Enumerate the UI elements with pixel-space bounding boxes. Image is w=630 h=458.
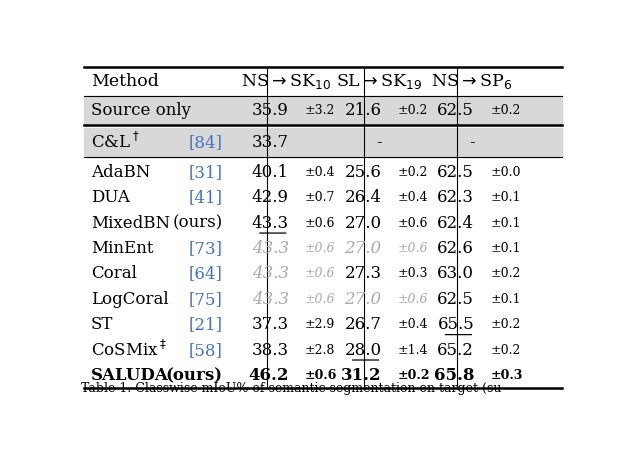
Text: ±0.7: ±0.7 [305, 191, 335, 204]
Text: 62.3: 62.3 [437, 189, 474, 206]
Text: SALUDA: SALUDA [91, 367, 169, 384]
Text: ±0.2: ±0.2 [490, 344, 521, 357]
Text: 38.3: 38.3 [251, 342, 289, 359]
Text: 27.3: 27.3 [345, 266, 381, 283]
Text: Table 1. Classwise mIoU% of semantic segmentation on target (su: Table 1. Classwise mIoU% of semantic seg… [81, 382, 501, 395]
Text: ±0.3: ±0.3 [490, 369, 523, 382]
Text: ST: ST [91, 316, 113, 333]
Text: ±0.6: ±0.6 [305, 267, 335, 280]
Text: 43.3: 43.3 [251, 215, 289, 232]
Text: 25.6: 25.6 [345, 164, 381, 181]
Text: ±2.8: ±2.8 [305, 344, 335, 357]
Text: ±0.6: ±0.6 [305, 293, 335, 306]
Text: ±0.4: ±0.4 [398, 191, 428, 204]
Text: 65.8: 65.8 [433, 367, 474, 384]
Text: ±0.6: ±0.6 [398, 242, 428, 255]
Text: 26.7: 26.7 [345, 316, 381, 333]
Text: ±0.2: ±0.2 [490, 104, 521, 117]
Text: ±2.9: ±2.9 [305, 318, 335, 331]
Text: 27.0: 27.0 [345, 240, 381, 257]
Text: ±0.4: ±0.4 [305, 166, 335, 179]
Text: 37.3: 37.3 [251, 316, 289, 333]
Text: (ours): (ours) [166, 367, 223, 384]
Text: ±0.2: ±0.2 [490, 318, 521, 331]
Text: 28.0: 28.0 [345, 342, 381, 359]
Text: -: - [469, 134, 474, 151]
Text: ±1.4: ±1.4 [398, 344, 428, 357]
Text: ±0.4: ±0.4 [398, 318, 428, 331]
Text: [41]: [41] [189, 189, 223, 206]
Text: Coral: Coral [91, 266, 137, 283]
Text: [73]: [73] [189, 240, 223, 257]
Text: ±0.3: ±0.3 [398, 267, 428, 280]
Bar [84, 96, 562, 125]
Text: ±0.6: ±0.6 [305, 369, 337, 382]
Text: 43.3: 43.3 [251, 291, 289, 308]
Text: [64]: [64] [189, 266, 223, 283]
Text: ±0.1: ±0.1 [490, 191, 521, 204]
Text: 43.3: 43.3 [251, 266, 289, 283]
Text: 63.0: 63.0 [437, 266, 474, 283]
Text: 31.2: 31.2 [341, 367, 381, 384]
Text: ±0.2: ±0.2 [398, 166, 428, 179]
Text: 62.4: 62.4 [437, 215, 474, 232]
Text: ±0.2: ±0.2 [490, 267, 521, 280]
Text: 40.1: 40.1 [251, 164, 289, 181]
Text: [75]: [75] [189, 291, 223, 308]
Text: AdaBN: AdaBN [91, 164, 151, 181]
Text: ±0.1: ±0.1 [490, 242, 521, 255]
Text: ±0.2: ±0.2 [398, 104, 428, 117]
Text: 62.5: 62.5 [437, 102, 474, 119]
Text: NS$\rightarrow$SK$_{10}$: NS$\rightarrow$SK$_{10}$ [241, 72, 331, 91]
Text: 26.4: 26.4 [345, 189, 381, 206]
Text: 43.3: 43.3 [251, 240, 289, 257]
Text: ±0.1: ±0.1 [490, 217, 521, 229]
Text: ±0.0: ±0.0 [490, 166, 521, 179]
Text: LogCoral: LogCoral [91, 291, 169, 308]
Text: MixedBN: MixedBN [91, 215, 170, 232]
Text: 35.9: 35.9 [252, 102, 289, 119]
Text: [31]: [31] [189, 164, 223, 181]
Text: [84]: [84] [189, 134, 223, 151]
Text: (ours): (ours) [173, 215, 223, 232]
Text: 62.5: 62.5 [437, 164, 474, 181]
Text: 65.5: 65.5 [437, 316, 474, 333]
Text: 46.2: 46.2 [248, 367, 289, 384]
Text: 27.0: 27.0 [345, 215, 381, 232]
Text: ±0.6: ±0.6 [305, 217, 335, 229]
Text: ±3.2: ±3.2 [305, 104, 335, 117]
Text: 42.9: 42.9 [252, 189, 289, 206]
Text: 62.6: 62.6 [437, 240, 474, 257]
Text: CoSMix$^\ddagger$: CoSMix$^\ddagger$ [91, 340, 167, 360]
Text: 65.2: 65.2 [437, 342, 474, 359]
Text: Source only: Source only [91, 102, 191, 119]
Text: MinEnt: MinEnt [91, 240, 154, 257]
Text: 27.0: 27.0 [345, 291, 381, 308]
Text: [58]: [58] [189, 342, 223, 359]
Text: DUA: DUA [91, 189, 130, 206]
Text: ±0.1: ±0.1 [490, 293, 521, 306]
Text: ±0.6: ±0.6 [398, 293, 428, 306]
Bar [84, 128, 562, 157]
Text: ±0.6: ±0.6 [398, 217, 428, 229]
Text: 21.6: 21.6 [345, 102, 381, 119]
Text: SL$\rightarrow$SK$_{19}$: SL$\rightarrow$SK$_{19}$ [336, 72, 422, 91]
Text: ±0.2: ±0.2 [398, 369, 430, 382]
Text: 62.5: 62.5 [437, 291, 474, 308]
Text: ±0.6: ±0.6 [305, 242, 335, 255]
Text: Method: Method [91, 73, 159, 90]
Text: NS$\rightarrow$SP$_6$: NS$\rightarrow$SP$_6$ [431, 72, 512, 91]
Text: [21]: [21] [189, 316, 223, 333]
Text: C&L$^\dagger$: C&L$^\dagger$ [91, 132, 139, 153]
Text: -: - [376, 134, 382, 151]
Text: 33.7: 33.7 [251, 134, 289, 151]
